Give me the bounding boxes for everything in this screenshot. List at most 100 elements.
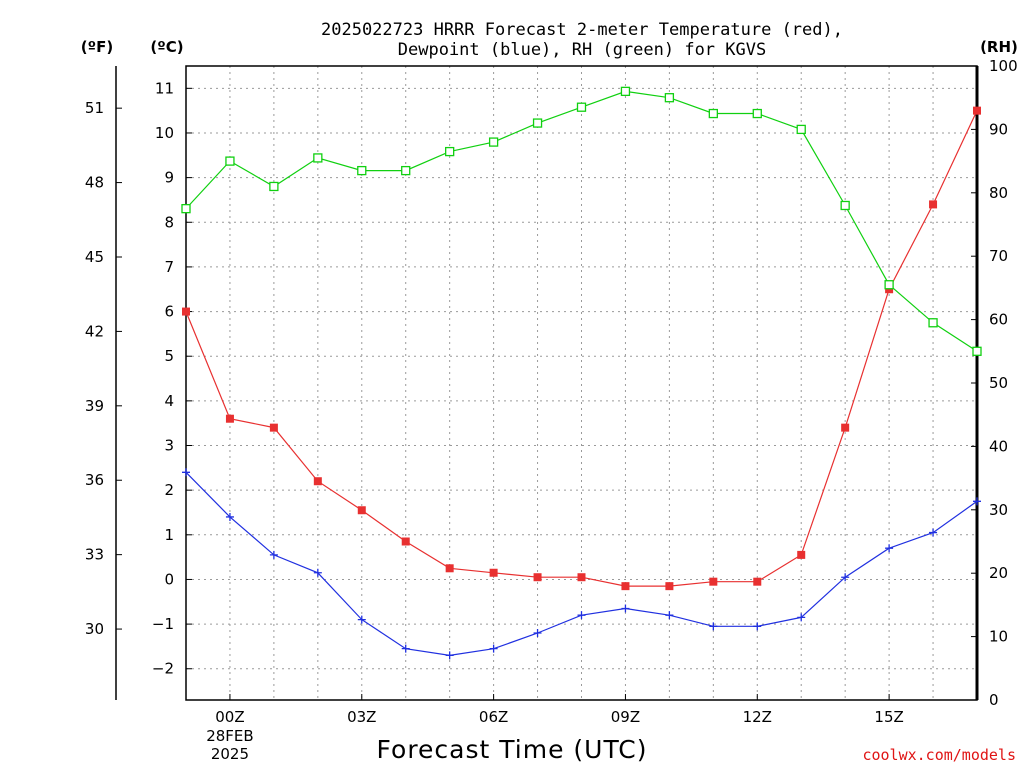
- x-tick-sublabel: 28FEB: [206, 727, 253, 745]
- rh-tick-label: 50: [989, 374, 1008, 392]
- dewpoint-point: [797, 613, 806, 622]
- fahrenheit-tick-label: 48: [85, 174, 104, 192]
- rh-point: [313, 153, 323, 163]
- celsius-tick-label: 10: [155, 124, 174, 142]
- rh-tick-label: 100: [989, 57, 1018, 75]
- temperature-point: [357, 506, 366, 515]
- dewpoint-point: [621, 604, 630, 613]
- fahrenheit-tick-label: 45: [85, 248, 104, 266]
- dewpoint-point: [929, 528, 938, 537]
- rh-tick-label: 20: [989, 564, 1008, 582]
- temperature-point: [709, 577, 718, 586]
- dewpoint-point: [489, 644, 498, 653]
- temperature-point: [929, 200, 938, 209]
- rh-point: [972, 346, 982, 356]
- dewpoint-point: [665, 611, 674, 620]
- temperature-point: [269, 423, 278, 432]
- dewpoint-point: [401, 644, 410, 653]
- celsius-tick-label: 2: [164, 481, 174, 499]
- chart-title-line-1: 2025022723 HRRR Forecast 2-meter Tempera…: [321, 20, 843, 40]
- rh-point: [620, 86, 631, 97]
- celsius-tick-label: −1: [152, 615, 174, 633]
- rh-tick-label: 70: [989, 247, 1008, 265]
- rh-point: [357, 165, 367, 176]
- grid: [186, 66, 978, 700]
- dewpoint-point: [885, 544, 894, 553]
- temperature-point: [225, 414, 234, 423]
- x-axis-label: Forecast Time (UTC): [377, 735, 648, 764]
- celsius-tick-label: 3: [164, 437, 174, 455]
- x-tick-sublabel: 2025: [211, 745, 249, 763]
- dewpoint-point: [533, 629, 542, 638]
- dewpoint-point: [182, 468, 190, 477]
- rh-point: [532, 118, 543, 128]
- temperature-point: [313, 477, 322, 486]
- temperature-point: [489, 568, 498, 577]
- rh-tick-label: 10: [989, 628, 1008, 646]
- rh-tick-label: 0: [989, 691, 999, 709]
- temperature-point: [621, 582, 630, 591]
- rh-point: [269, 181, 279, 192]
- celsius-tick-label: 4: [164, 392, 174, 410]
- series-dewpoint: [182, 468, 981, 660]
- fahrenheit-tick-label: 30: [85, 620, 104, 638]
- temperature-point: [973, 106, 981, 115]
- dewpoint-point: [577, 611, 586, 620]
- rh-point: [181, 203, 191, 214]
- celsius-tick-label: −2: [152, 660, 174, 678]
- dewpoint-point: [841, 573, 850, 582]
- celsius-tick-label: 11: [155, 79, 174, 97]
- rh-tick-label: 40: [989, 437, 1008, 455]
- rh-unit-label: (RH): [980, 38, 1018, 56]
- celsius-tick-label: 7: [164, 258, 174, 276]
- rh-point: [708, 108, 718, 119]
- temperature-point: [665, 582, 674, 591]
- celsius-tick-label: 6: [164, 303, 174, 321]
- dewpoint-point: [753, 622, 762, 631]
- rh-point: [488, 137, 499, 147]
- rh-point: [401, 165, 411, 176]
- plot-frame: [185, 65, 978, 701]
- celsius-unit-label: (ºC): [150, 38, 183, 56]
- dewpoint-point: [225, 512, 234, 521]
- dewpoint-point: [313, 568, 322, 577]
- celsius-tick-label: 9: [164, 169, 174, 187]
- celsius-tick-label: 8: [164, 213, 174, 231]
- dewpoint-point: [973, 497, 981, 506]
- fahrenheit-tick-label: 42: [85, 322, 104, 340]
- temperature-point: [841, 423, 850, 432]
- x-tick-label: 00Z: [215, 708, 244, 726]
- celsius-tick-label: 1: [164, 526, 174, 544]
- rh-point: [840, 200, 850, 211]
- rh-point: [752, 108, 762, 119]
- rh-tick-label: 80: [989, 184, 1008, 202]
- fahrenheit-tick-label: 39: [85, 397, 104, 415]
- celsius-tick-label: 0: [164, 570, 174, 588]
- rh-point: [576, 102, 587, 112]
- temperature-point: [182, 307, 190, 316]
- celsius-tick-label: 5: [164, 347, 174, 365]
- rh-tick-label: 60: [989, 311, 1008, 329]
- fahrenheit-tick-label: 33: [85, 546, 104, 564]
- chart-title-line-2: Dewpoint (blue), RH (green) for KGVS: [398, 40, 766, 60]
- dewpoint-point: [269, 550, 278, 559]
- rh-point: [445, 146, 455, 157]
- dewpoint-point: [357, 615, 366, 624]
- dewpoint-point: [709, 622, 718, 631]
- rh-point: [884, 280, 894, 290]
- x-tick-label: 12Z: [743, 708, 772, 726]
- series: [181, 86, 982, 660]
- fahrenheit-tick-label: 51: [85, 99, 104, 117]
- axes: [115, 65, 979, 701]
- rh-point: [796, 124, 806, 135]
- temperature-point: [797, 550, 806, 559]
- fahrenheit-unit-label: (ºF): [81, 38, 113, 56]
- rh-point: [928, 318, 938, 328]
- rh-point: [225, 156, 235, 166]
- x-tick-label: 06Z: [479, 708, 508, 726]
- temperature-point: [401, 537, 410, 546]
- x-tick-label: 09Z: [611, 708, 640, 726]
- temperature-point: [577, 573, 586, 582]
- rh-point: [664, 93, 675, 103]
